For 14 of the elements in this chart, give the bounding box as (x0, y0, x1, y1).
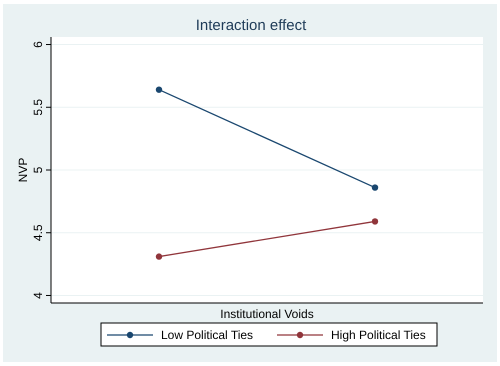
chart-title: Interaction effect (196, 17, 308, 34)
point (372, 184, 378, 191)
point (156, 253, 162, 260)
point (372, 218, 378, 225)
y-tick-label: 6 (31, 40, 45, 48)
y-tick-label: 5 (31, 166, 45, 174)
legend-label: Low Political Ties (161, 328, 254, 342)
legend-label: High Political Ties (331, 328, 426, 342)
point (156, 86, 162, 93)
y-axis-title: NVP (16, 158, 30, 182)
y-tick-label: 4 (31, 292, 45, 299)
x-axis-title: Institutional Voids (220, 307, 314, 321)
y-tick-label: 5.5 (31, 98, 45, 116)
y-tick-label: 4.5 (31, 224, 45, 242)
